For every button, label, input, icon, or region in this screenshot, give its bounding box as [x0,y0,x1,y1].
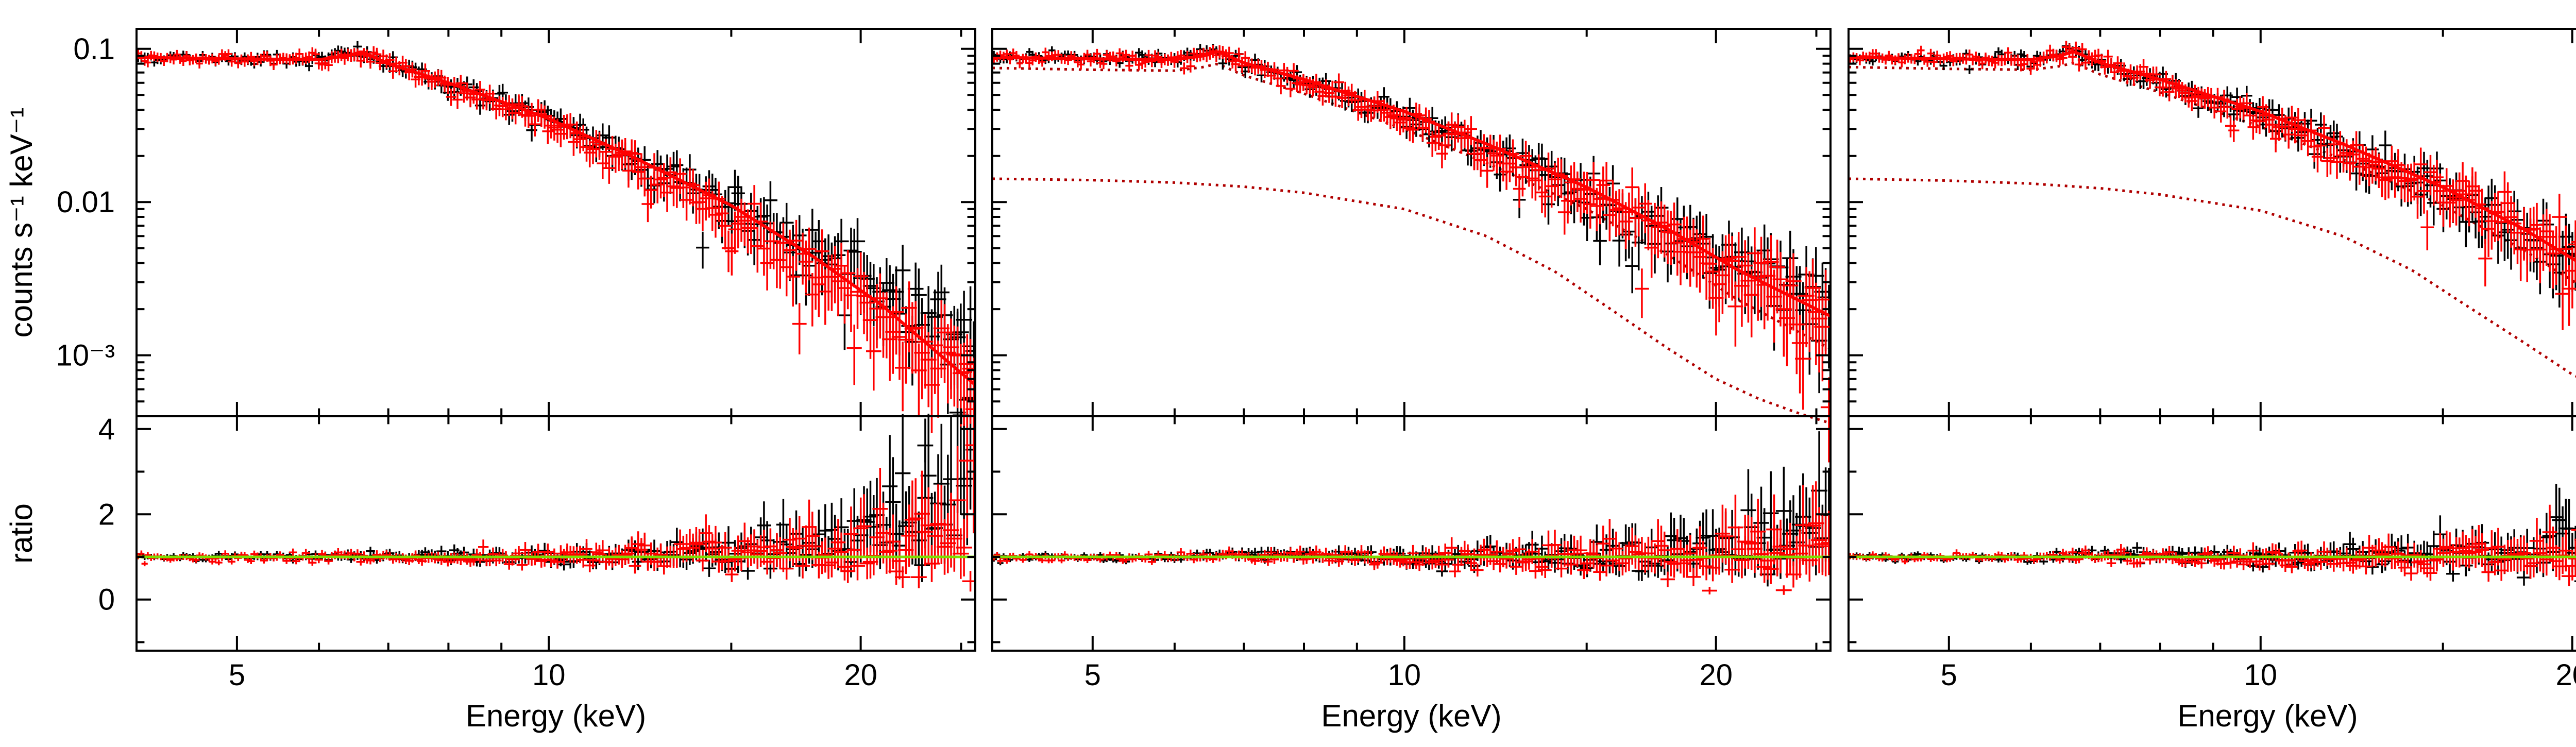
panel-right-x-tick-label-10: 10 [2244,658,2277,692]
panel-middle-ratio-black-error-bars [992,431,1831,587]
panel-middle-x-axis-title: Energy (keV) [1321,699,1501,733]
panel-right-ticks [1848,29,2573,651]
panel-left-ticks [135,29,975,651]
panel-middle-data-black-error-bars [992,44,1831,394]
panel-left-spectrum-frame [135,28,976,417]
panel-right-data-red-error-bars [1849,41,2576,330]
panel-middle-x-tick-label-5: 5 [1084,658,1101,692]
panel-left-ratio-frame [135,415,976,652]
spectrum-y-tick-label-2: 10⁻³ [56,339,115,372]
panel-left-x-tick-label-20: 20 [844,658,877,692]
panel-left-model-line [137,50,975,386]
ratio-y-tick-label-0: 0 [98,583,115,617]
panel-right-model-line [1849,50,2576,263]
panel-middle-x-tick-label-10: 10 [1387,658,1421,692]
spectrum-y-tick-label-0: 0.1 [73,32,115,66]
spectrum-y-tick-label-1: 0.01 [57,185,115,219]
panel-middle-x-tick-label-20: 20 [1699,658,1733,692]
panel-left-plot-area [137,41,975,592]
panel-right-component-main-line [1849,62,2576,285]
panel-middle-model-line [992,50,1831,318]
panel-left-x-tick-label-10: 10 [532,658,566,692]
panel-middle-ticks [991,29,1831,651]
panel-right-plot-area [1849,41,2576,586]
panel-right-x-tick-label-20: 20 [2555,658,2576,692]
panel-middle-ratio-frame [991,415,1832,652]
ratio-y-tick-label-2: 2 [98,498,115,531]
panel-middle-component-secondary-line [992,177,1831,425]
panel-left-x-tick-label-5: 5 [229,658,245,692]
ratio-y-axis-title: ratio [4,503,39,564]
panel-middle-spectrum-frame [991,28,1832,417]
panel-right-x-axis-title: Energy (keV) [2177,699,2358,733]
panel-right-ratio-frame [1848,415,2576,652]
panel-right-component-secondary-line [1849,177,2576,378]
panel-left-data-black-error-bars [137,41,975,463]
spectrum-y-axis-title: counts s⁻¹ keV⁻¹ [4,108,39,338]
panel-left-x-axis-title: Energy (keV) [466,699,646,733]
panel-right-x-tick-label-5: 5 [1941,658,1957,692]
panel-middle-component-main-line [992,62,1831,350]
plot-layer: 5 10 20 Energy (keV) 0.1 0.01 10⁻³ 0 2 4 counts s⁻… [4,28,2576,733]
panel-right-ratio-red-error-bars [1849,504,2576,586]
panel-middle-plot-area [992,44,1831,595]
ratio-y-tick-label-4: 4 [98,413,115,446]
